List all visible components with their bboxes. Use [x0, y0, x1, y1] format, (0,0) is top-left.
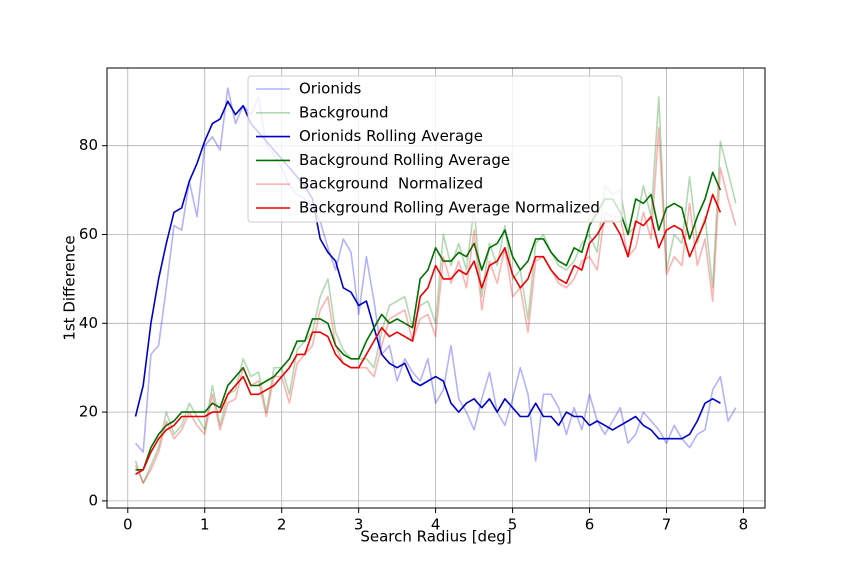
- legend-label: Background Rolling Average: [299, 151, 510, 169]
- series-line: [134, 96, 737, 484]
- series-line: [135, 193, 722, 475]
- x-tick-label: 3: [354, 516, 364, 534]
- legend-label: Orionids Rolling Average: [299, 127, 483, 145]
- legend-label: Orionids: [299, 80, 362, 98]
- x-tick-label: 4: [431, 516, 441, 534]
- x-tick-label: 1: [200, 516, 210, 534]
- series-line: [134, 100, 721, 440]
- x-tick-label: 2: [277, 516, 287, 534]
- x-tick-label: 8: [739, 516, 749, 534]
- y-tick-label: 60: [79, 225, 98, 243]
- series-line: [134, 87, 737, 462]
- series-line: [134, 127, 737, 484]
- y-tick-label: 80: [79, 136, 98, 154]
- y-axis-label: 1st Difference: [61, 235, 79, 340]
- y-tick-label: 40: [79, 314, 98, 332]
- legend-box: [247, 75, 623, 223]
- x-tick-label: 0: [123, 516, 133, 534]
- y-tick-label: 20: [79, 403, 98, 421]
- legend-label: Background: [299, 103, 389, 121]
- x-axis-label: Search Radius [deg]: [360, 528, 511, 546]
- legend-label: Background Rolling Average Normalized: [299, 199, 600, 217]
- legend-label: Background Normalized: [299, 175, 483, 193]
- y-tick-label: 0: [88, 491, 98, 509]
- x-tick-label: 5: [508, 516, 518, 534]
- series-line: [135, 171, 722, 471]
- x-tick-label: 7: [662, 516, 672, 534]
- plot-frame: [106, 67, 766, 509]
- x-tick-label: 6: [585, 516, 595, 534]
